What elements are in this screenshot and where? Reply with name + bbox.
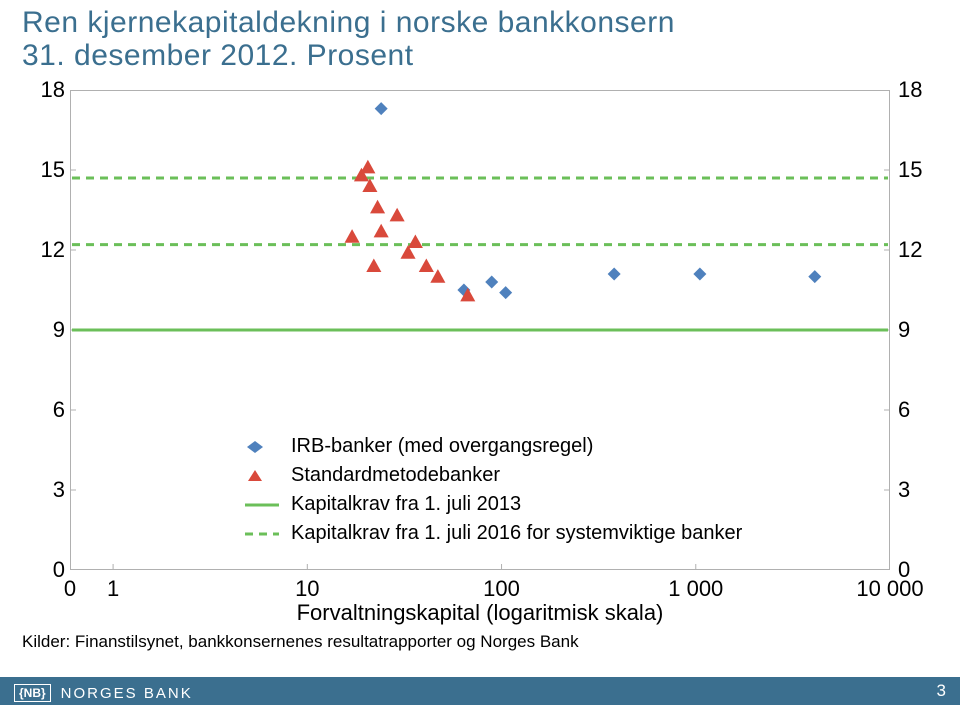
x-tick: 0: [64, 576, 76, 602]
legend-swatch: [245, 468, 281, 484]
legend-label: Kapitalkrav fra 1. juli 2013: [291, 493, 521, 516]
legend-item: Standardmetodebanker: [245, 464, 742, 487]
footer: {NB} NORGES BANK 3: [0, 677, 960, 705]
legend: IRB-banker (med overgangsregel) Standardm…: [245, 435, 742, 551]
legend-swatch: [245, 439, 281, 455]
y-tick-right: 12: [898, 237, 958, 263]
page-number: 3: [937, 681, 946, 701]
sources: Kilder: Finanstilsynet, bankkonsernenes …: [22, 632, 579, 652]
y-tick-left: 6: [15, 397, 65, 423]
y-tick-right: 6: [898, 397, 958, 423]
legend-label: Kapitalkrav fra 1. juli 2016 for systemv…: [291, 522, 742, 545]
footer-brand-text: NORGES BANK: [61, 685, 193, 702]
legend-swatch: [245, 526, 281, 542]
y-tick-right: 18: [898, 77, 958, 103]
legend-item: Kapitalkrav fra 1. juli 2016 for systemv…: [245, 522, 742, 545]
legend-label: IRB-banker (med overgangsregel): [291, 435, 593, 458]
nb-badge-icon: {NB}: [14, 684, 51, 702]
y-tick-left: 3: [15, 477, 65, 503]
legend-item: IRB-banker (med overgangsregel): [245, 435, 742, 458]
y-tick-right: 15: [898, 157, 958, 183]
y-tick-left: 18: [15, 77, 65, 103]
x-axis-caption: Forvaltningskapital (logaritmisk skala): [0, 600, 960, 626]
x-tick: 1: [107, 576, 119, 602]
x-tick: 100: [483, 576, 520, 602]
y-tick-left: 0: [15, 557, 65, 583]
slide-title: Ren kjernekapitaldekning i norske bankko…: [22, 6, 675, 72]
y-tick-left: 9: [15, 317, 65, 343]
x-tick: 10 000: [856, 576, 923, 602]
x-tick: 1 000: [668, 576, 723, 602]
y-tick-left: 15: [15, 157, 65, 183]
legend-label: Standardmetodebanker: [291, 464, 500, 487]
y-tick-left: 12: [15, 237, 65, 263]
title-line2: 31. desember 2012. Prosent: [22, 39, 414, 72]
legend-item: Kapitalkrav fra 1. juli 2013: [245, 493, 742, 516]
legend-swatch: [245, 497, 281, 513]
x-tick: 10: [295, 576, 319, 602]
footer-logo: {NB} NORGES BANK: [14, 684, 193, 702]
title-line1: Ren kjernekapitaldekning i norske bankko…: [22, 6, 675, 39]
y-tick-right: 3: [898, 477, 958, 503]
y-tick-right: 9: [898, 317, 958, 343]
